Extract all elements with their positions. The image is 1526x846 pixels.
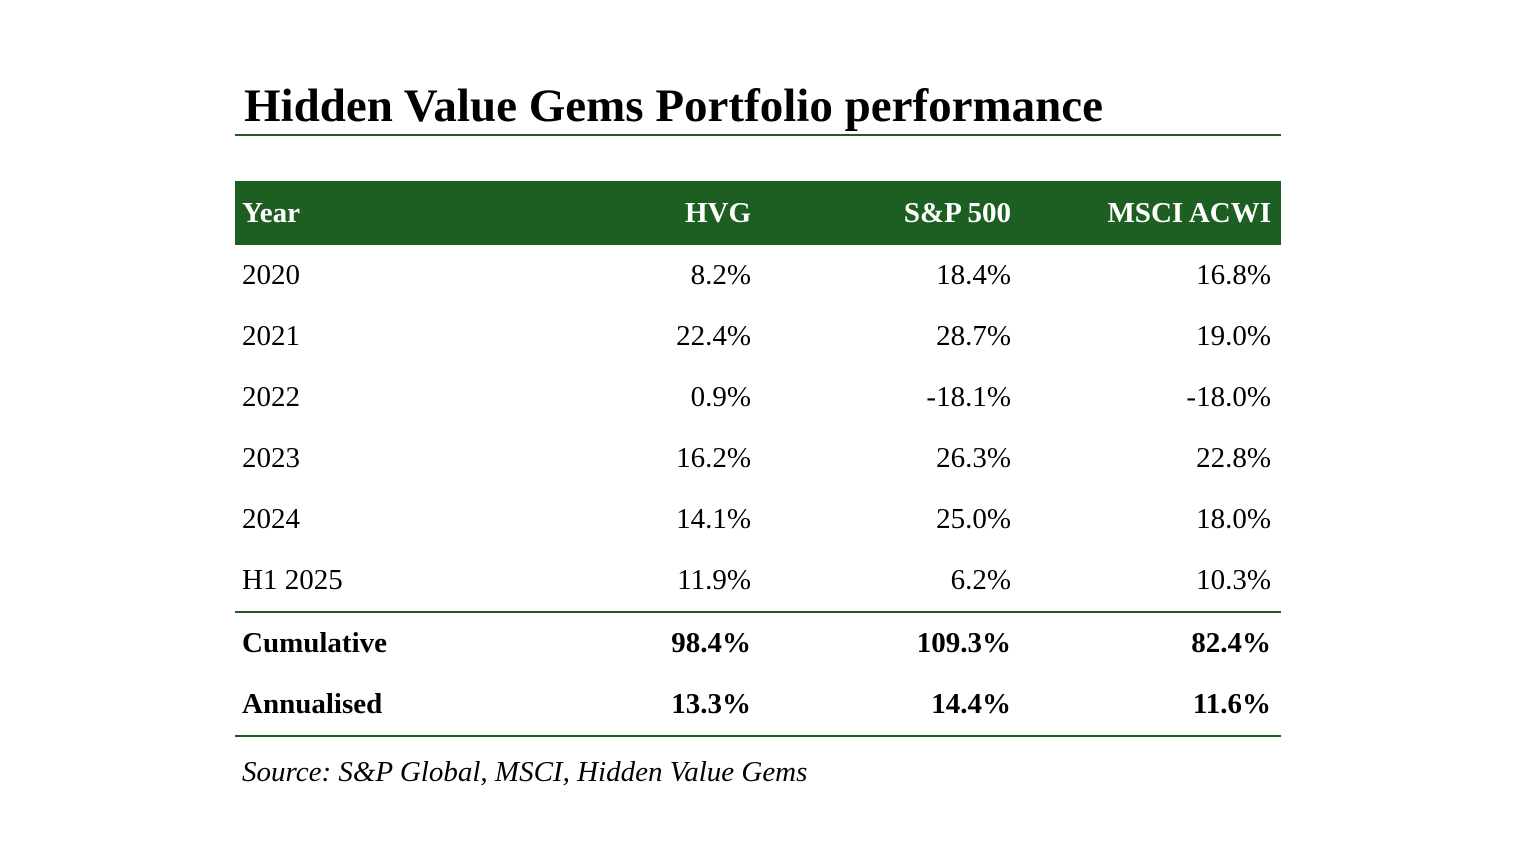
hvg-cell: 16.2% — [676, 442, 751, 474]
msci-acwi-cell: 22.8% — [1196, 442, 1271, 474]
table-row: 2023 16.2% 26.3% 22.8% — [235, 428, 1281, 489]
sp500-cell: -18.1% — [926, 381, 1011, 413]
summary-label: Cumulative — [242, 627, 387, 659]
msci-acwi-cell: 19.0% — [1196, 320, 1271, 352]
table-header-row: Year HVG S&P 500 MSCI ACWI — [235, 181, 1281, 245]
sp500-cell: 6.2% — [950, 564, 1011, 596]
hvg-cell: 0.9% — [690, 381, 751, 413]
hvg-cell: 22.4% — [676, 320, 751, 352]
sp500-cell: 28.7% — [936, 320, 1011, 352]
year-cell: 2023 — [242, 442, 300, 474]
year-cell: 2021 — [242, 320, 300, 352]
performance-table: Year HVG S&P 500 MSCI ACWI 2020 8.2% 18.… — [235, 181, 1281, 737]
table-row: 2021 22.4% 28.7% 19.0% — [235, 306, 1281, 367]
table-bottom-rule — [235, 735, 1281, 737]
year-cell: 2024 — [242, 503, 300, 535]
hvg-cell: 98.4% — [671, 627, 751, 659]
summary-row-cumulative: Cumulative 98.4% 109.3% 82.4% — [235, 613, 1281, 674]
year-cell: 2022 — [242, 381, 300, 413]
sp500-cell: 26.3% — [936, 442, 1011, 474]
summary-label: Annualised — [242, 688, 383, 720]
header-year: Year — [242, 196, 300, 229]
sp500-cell: 109.3% — [916, 627, 1011, 659]
header-hvg: HVG — [684, 196, 751, 229]
table-title: Hidden Value Gems Portfolio performance — [244, 80, 1103, 132]
summary-divider — [235, 611, 1281, 613]
table-row: 2024 14.1% 25.0% 18.0% — [235, 489, 1281, 550]
sp500-cell: 14.4% — [931, 688, 1011, 720]
msci-acwi-cell: 10.3% — [1196, 564, 1271, 596]
msci-acwi-cell: 82.4% — [1191, 627, 1271, 659]
header-msci-acwi: MSCI ACWI — [1107, 196, 1271, 229]
msci-acwi-cell: -18.0% — [1186, 381, 1271, 413]
hvg-cell: 13.3% — [671, 688, 751, 720]
summary-row-annualised: Annualised 13.3% 14.4% 11.6% — [235, 674, 1281, 735]
sp500-cell: 18.4% — [936, 259, 1011, 291]
sp500-cell: 25.0% — [936, 503, 1011, 535]
table-row: 2022 0.9% -18.1% -18.0% — [235, 367, 1281, 428]
source-note: Source: S&P Global, MSCI, Hidden Value G… — [242, 756, 808, 788]
hvg-cell: 11.9% — [677, 564, 751, 596]
hvg-cell: 8.2% — [690, 259, 751, 291]
title-underline — [235, 134, 1281, 136]
msci-acwi-cell: 11.6% — [1192, 688, 1271, 720]
table-row: H1 2025 11.9% 6.2% 10.3% — [235, 550, 1281, 611]
hvg-cell: 14.1% — [676, 503, 751, 535]
msci-acwi-cell: 16.8% — [1196, 259, 1271, 291]
header-sp500: S&P 500 — [903, 196, 1011, 229]
table-row: 2020 8.2% 18.4% 16.8% — [235, 245, 1281, 306]
year-cell: H1 2025 — [242, 564, 343, 596]
year-cell: 2020 — [242, 259, 300, 291]
msci-acwi-cell: 18.0% — [1196, 503, 1271, 535]
